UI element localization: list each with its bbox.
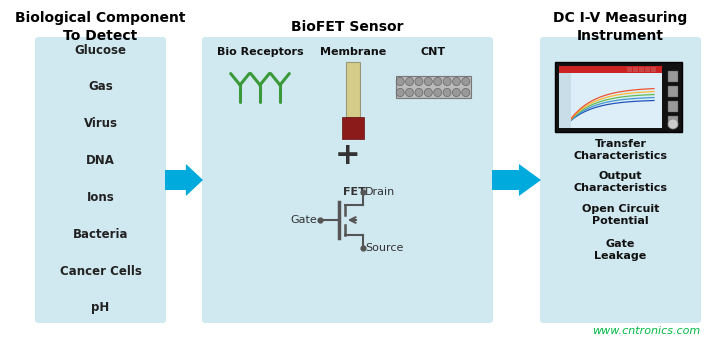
Bar bbox=[555, 62, 682, 132]
Bar bbox=[559, 73, 571, 128]
Text: Gate: Gate bbox=[291, 215, 317, 225]
Ellipse shape bbox=[433, 77, 442, 86]
Bar bbox=[627, 67, 632, 72]
Polygon shape bbox=[492, 164, 541, 196]
Ellipse shape bbox=[462, 77, 469, 86]
Text: CNT: CNT bbox=[421, 47, 445, 57]
Bar bbox=[651, 67, 656, 72]
Ellipse shape bbox=[462, 88, 469, 97]
Bar bbox=[639, 67, 644, 72]
Bar bbox=[668, 86, 678, 97]
FancyBboxPatch shape bbox=[540, 37, 701, 323]
Ellipse shape bbox=[452, 77, 460, 86]
Bar bbox=[346, 62, 360, 117]
Bar bbox=[559, 66, 662, 128]
Ellipse shape bbox=[433, 88, 442, 97]
Bar bbox=[668, 101, 678, 112]
Text: Cancer Cells: Cancer Cells bbox=[59, 265, 141, 278]
Text: Gate
Leakage: Gate Leakage bbox=[595, 239, 647, 261]
Text: Bacteria: Bacteria bbox=[73, 228, 128, 241]
Text: Gas: Gas bbox=[88, 80, 113, 93]
Text: Bio Receptors: Bio Receptors bbox=[216, 47, 303, 57]
Ellipse shape bbox=[443, 88, 451, 97]
Bar bbox=[342, 117, 364, 139]
Bar bbox=[668, 116, 678, 127]
Ellipse shape bbox=[424, 77, 432, 86]
FancyBboxPatch shape bbox=[202, 37, 493, 323]
Bar bbox=[559, 66, 662, 73]
Ellipse shape bbox=[415, 88, 423, 97]
FancyBboxPatch shape bbox=[35, 37, 166, 323]
Text: Output
Characteristics: Output Characteristics bbox=[573, 171, 667, 193]
Bar bbox=[633, 67, 638, 72]
Ellipse shape bbox=[415, 77, 423, 86]
Text: Biological Component
To Detect: Biological Component To Detect bbox=[16, 11, 186, 43]
Ellipse shape bbox=[424, 88, 432, 97]
Ellipse shape bbox=[396, 88, 404, 97]
Text: FET: FET bbox=[343, 187, 366, 197]
Text: Open Circuit
Potential: Open Circuit Potential bbox=[582, 204, 659, 226]
Bar bbox=[645, 67, 650, 72]
Text: www.cntronics.com: www.cntronics.com bbox=[592, 326, 700, 336]
Text: BioFET Sensor: BioFET Sensor bbox=[291, 20, 404, 34]
Text: Ions: Ions bbox=[87, 191, 115, 204]
Text: Membrane: Membrane bbox=[320, 47, 386, 57]
Text: Source: Source bbox=[365, 243, 404, 253]
Text: Glucose: Glucose bbox=[74, 43, 127, 56]
Ellipse shape bbox=[452, 88, 460, 97]
Text: Transfer
Characteristics: Transfer Characteristics bbox=[573, 139, 667, 161]
Text: DC I-V Measuring
Instrument: DC I-V Measuring Instrument bbox=[554, 11, 688, 43]
Text: DNA: DNA bbox=[86, 154, 115, 167]
Polygon shape bbox=[165, 164, 203, 196]
Bar bbox=[668, 71, 678, 82]
Text: Drain: Drain bbox=[365, 187, 395, 197]
Text: +: + bbox=[334, 140, 361, 169]
Ellipse shape bbox=[443, 77, 451, 86]
Text: pH: pH bbox=[91, 301, 110, 315]
Bar bbox=[395, 76, 470, 98]
Ellipse shape bbox=[406, 88, 414, 97]
Text: Virus: Virus bbox=[83, 117, 117, 130]
Ellipse shape bbox=[406, 77, 414, 86]
Circle shape bbox=[668, 119, 678, 129]
Ellipse shape bbox=[396, 77, 404, 86]
